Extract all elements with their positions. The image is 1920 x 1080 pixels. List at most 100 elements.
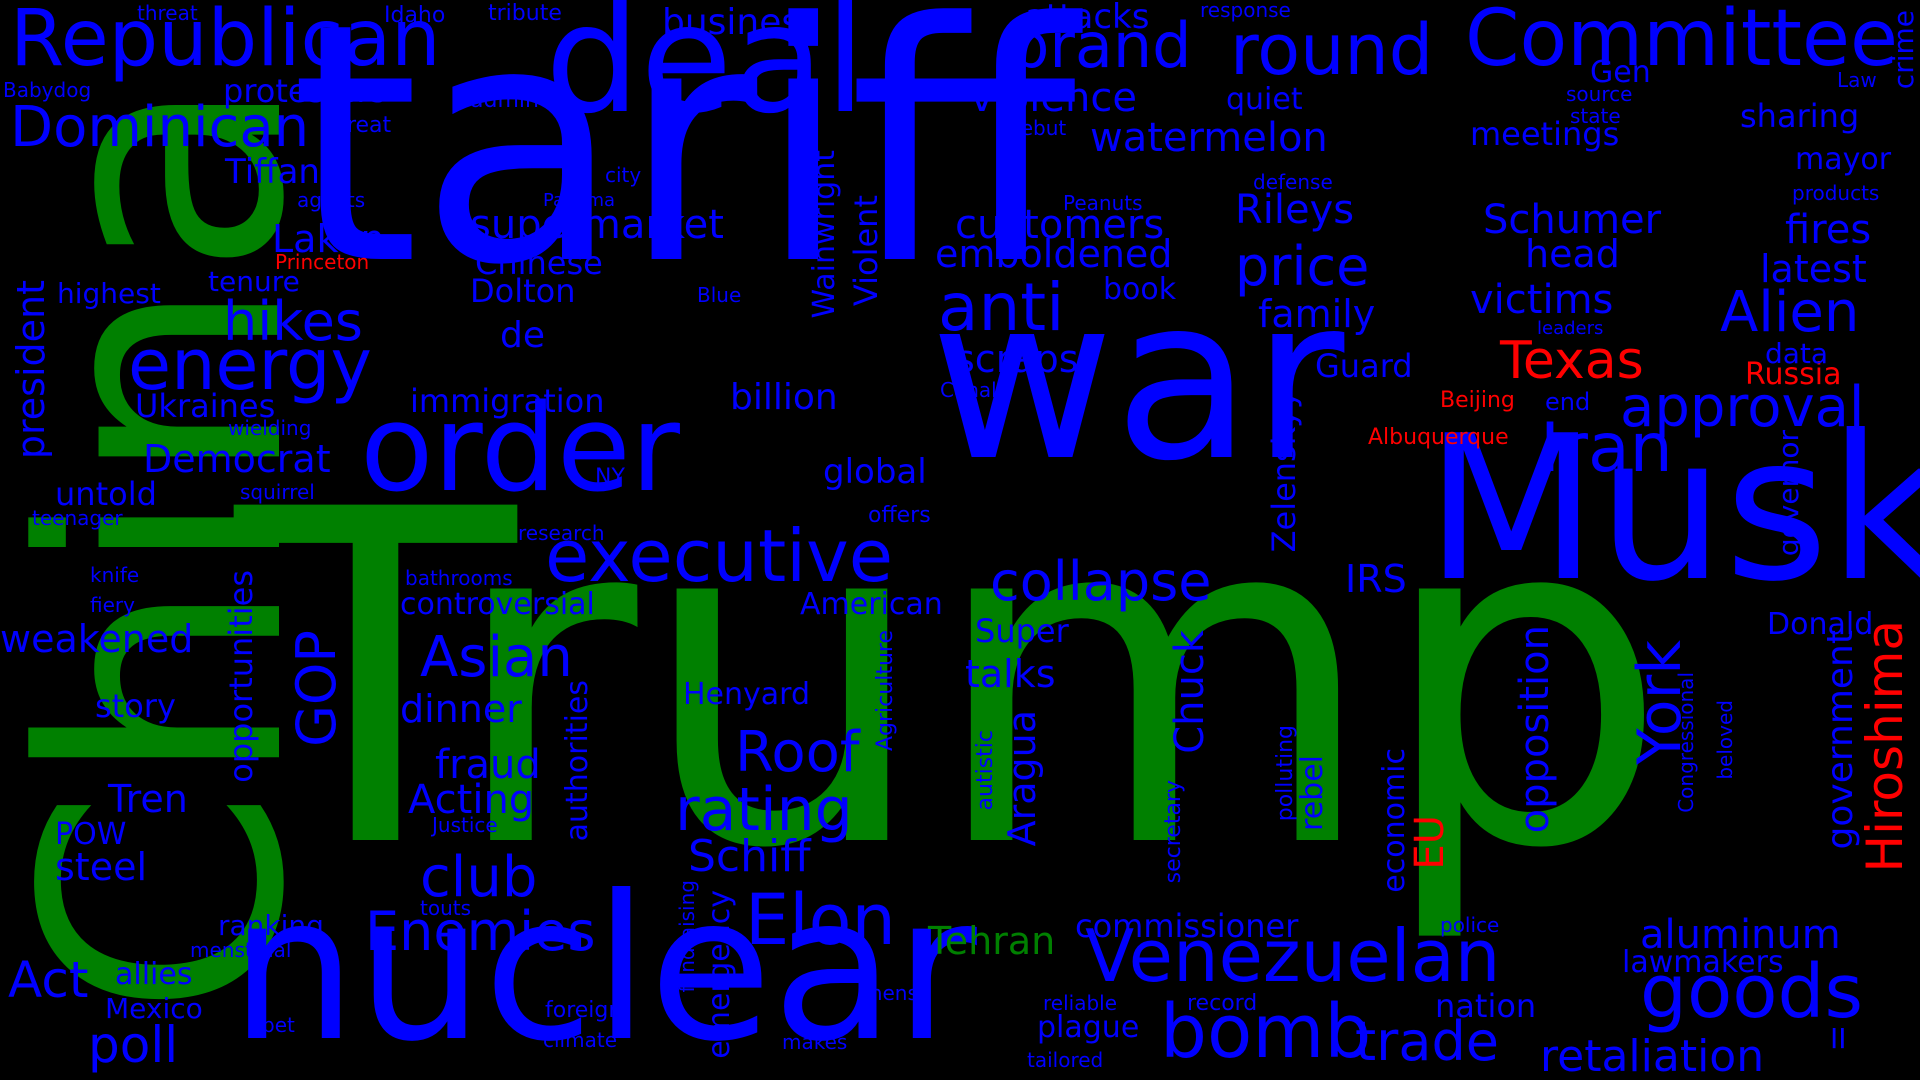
word-democrat: Democrat: [143, 437, 331, 481]
word-emboldened: emboldened: [935, 232, 1173, 276]
word-president: president: [9, 280, 53, 460]
word-book: book: [1103, 272, 1177, 307]
word-albuquerque: Albuquerque: [1368, 425, 1509, 450]
word-russia: Russia: [1745, 357, 1842, 392]
word-autistic: autistic: [973, 730, 998, 811]
word-latest: latest: [1760, 247, 1867, 291]
word-justice: Justice: [432, 813, 498, 837]
word-rileys: Rileys: [1235, 187, 1355, 233]
word-rating: rating: [675, 775, 853, 845]
word-donald: Donald: [1767, 607, 1874, 642]
word-ranking: ranking: [218, 909, 324, 942]
word-tariff: tariff: [290, 0, 1077, 337]
word-peanuts: Peanuts: [1063, 191, 1143, 215]
word-canal: Canal: [940, 378, 997, 402]
word-wainwright: Wainwright: [807, 150, 842, 319]
word-family: family: [1258, 292, 1376, 336]
word-order: order: [360, 380, 680, 519]
word-iran: Iran: [1540, 409, 1673, 488]
word-zelenskyy: Zelenskyy: [1265, 390, 1303, 553]
word-end: end: [1545, 388, 1591, 416]
word-princeton: Princeton: [275, 250, 370, 274]
word-hiroshima: Hiroshima: [1856, 620, 1914, 873]
word-elon: Elon: [745, 879, 896, 961]
word-knife: knife: [90, 563, 140, 587]
word-nuclear: nuclear: [230, 853, 977, 1080]
word-bathrooms: bathrooms: [405, 566, 513, 590]
word-ii: II: [1830, 1022, 1847, 1055]
word-secretary: secretary: [1161, 780, 1186, 884]
word-rebel: rebel: [1295, 755, 1330, 831]
word-pow: POW: [55, 817, 127, 852]
word-schumer: Schumer: [1483, 197, 1662, 243]
word-opposition: opposition: [1512, 625, 1558, 834]
word-poll: poll: [88, 1016, 179, 1074]
word-dolton: Dolton: [470, 272, 576, 310]
word-venezuelan: Venezuelan: [1085, 914, 1501, 998]
word-acting: Acting: [408, 777, 535, 823]
word-trade: trade: [1355, 1010, 1499, 1073]
word-dominican: Dominican: [10, 95, 310, 160]
word-lawmakers: lawmakers: [1622, 945, 1784, 980]
word-tren: Tren: [108, 777, 188, 821]
word-pet: pet: [262, 1013, 295, 1037]
word-commissioner: commissioner: [1075, 907, 1299, 945]
word-defense: defense: [1253, 170, 1333, 194]
word-government: government: [1820, 630, 1861, 850]
word-gop: GOP: [285, 630, 348, 747]
word-offers: offers: [868, 503, 931, 528]
word-quiet: quiet: [1226, 82, 1303, 117]
word-watermelon: watermelon: [1090, 115, 1328, 161]
word-american: American: [800, 587, 943, 622]
word-response: response: [1200, 0, 1291, 22]
word-fires: fires: [1785, 207, 1872, 253]
word-state: state: [1570, 104, 1621, 128]
word-act: Act: [8, 951, 89, 1009]
word-trump: Trump: [235, 414, 1670, 949]
word-texas: Texas: [1500, 331, 1644, 391]
word-ukraines: Ukraines: [135, 387, 276, 425]
word-agriculture: Agriculture: [873, 630, 898, 751]
word-mexico: Mexico: [105, 992, 203, 1025]
word-tailored: tailored: [1027, 1048, 1104, 1072]
word-fraud: fraud: [435, 742, 541, 788]
word-reliable: reliable: [1043, 991, 1118, 1015]
word-global: global: [823, 452, 927, 492]
word-governor: governor: [1772, 430, 1805, 557]
word-price: price: [1235, 235, 1370, 298]
word-squirrel: squirrel: [240, 480, 315, 504]
word-deal: deal: [545, 0, 867, 147]
word-source: source: [1566, 82, 1633, 106]
word-approval: approval: [1620, 375, 1865, 440]
word-foreign: foreign: [545, 998, 623, 1023]
word-victims: victims: [1470, 277, 1614, 323]
word-products: products: [1792, 181, 1880, 205]
word-sharing: sharing: [1740, 97, 1860, 135]
word-babydog: Babydog: [3, 78, 92, 102]
word-touts: touts: [420, 896, 472, 920]
word-fundraising: fundraising: [675, 880, 699, 993]
word-leaders: leaders: [1537, 318, 1604, 339]
word-nation: nation: [1435, 987, 1537, 1025]
word-henyard: Henyard: [683, 677, 811, 712]
word-talks: talks: [965, 652, 1056, 696]
word-great: great: [333, 113, 392, 138]
word-musk: Musk: [1425, 393, 1920, 626]
word-executive: executive: [545, 514, 894, 598]
word-brand: brand: [1010, 9, 1192, 82]
word-de: de: [500, 315, 545, 356]
word-crime: crime: [1887, 10, 1920, 90]
word-wielding: wielding: [228, 416, 312, 440]
word-alien: Alien: [1720, 280, 1860, 345]
word-super: Super: [975, 612, 1069, 650]
word-ny: NY: [595, 465, 625, 490]
word-guard: Guard: [1315, 347, 1413, 385]
word-tribute: tribute: [488, 1, 562, 26]
word-retaliation: retaliation: [1540, 1031, 1765, 1080]
word-aragua: Aragua: [1000, 710, 1044, 847]
word-record: record: [1187, 991, 1258, 1016]
word-aluminum: aluminum: [1640, 912, 1841, 958]
word-violent: Violent: [847, 195, 885, 307]
word-asian: Asian: [420, 625, 573, 690]
